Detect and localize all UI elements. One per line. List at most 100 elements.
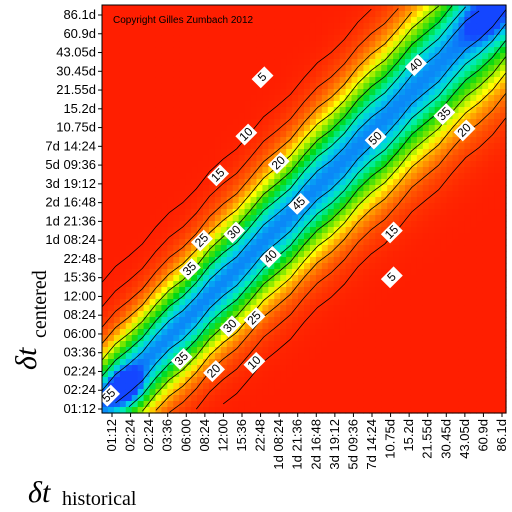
heatmap-cell [434, 83, 442, 90]
heatmap-cell [220, 83, 228, 90]
heatmap-cell [494, 341, 501, 348]
heatmap-cell [309, 77, 317, 84]
heatmap-cell [458, 197, 466, 204]
heatmap-cell [309, 233, 317, 240]
heatmap-cell [387, 107, 394, 114]
contour-label-bg [380, 221, 403, 244]
heatmap-cell [458, 119, 466, 126]
heatmap-cell [309, 251, 317, 258]
heatmap-cell [131, 5, 139, 12]
heatmap-cell [220, 317, 228, 324]
heatmap-cell [345, 47, 353, 54]
heatmap-cell [125, 257, 133, 264]
heatmap-cell [119, 65, 127, 72]
heatmap-cell [262, 35, 269, 42]
heatmap-cell [238, 77, 246, 84]
heatmap-cell [363, 401, 370, 408]
heatmap-cell [197, 71, 204, 78]
heatmap-cell [155, 215, 163, 222]
heatmap-cell [452, 215, 460, 222]
heatmap-cell [167, 215, 174, 222]
heatmap-cell [339, 203, 347, 210]
heatmap-cell [309, 329, 317, 336]
heatmap-cell [137, 299, 145, 306]
heatmap-cell [131, 269, 139, 276]
heatmap-cell [440, 347, 448, 354]
heatmap-cell [155, 173, 163, 180]
heatmap-cell [339, 233, 347, 240]
heatmap-cell [351, 83, 359, 90]
heatmap-cell [161, 347, 168, 354]
heatmap-cell [143, 341, 151, 348]
heatmap-cell [256, 245, 264, 252]
heatmap-cell [369, 371, 376, 378]
heatmap-cell [345, 149, 353, 156]
heatmap-cell [149, 143, 157, 150]
heatmap-cell [155, 149, 163, 156]
heatmap-cell [309, 353, 317, 360]
heatmap-cell [238, 47, 246, 54]
heatmap-cell [446, 23, 454, 30]
heatmap-cell [304, 191, 311, 198]
heatmap-cell [214, 407, 222, 414]
heatmap-cell [500, 11, 507, 18]
heatmap-cell [428, 209, 436, 216]
heatmap-cell [375, 335, 382, 342]
heatmap-cell [149, 371, 157, 378]
heatmap-cell [173, 401, 180, 408]
heatmap-cell [197, 179, 204, 186]
heatmap-cell [500, 155, 507, 162]
heatmap-cell [452, 311, 460, 318]
heatmap-cell [345, 89, 353, 96]
heatmap-cell [470, 347, 477, 354]
heatmap-cell [422, 251, 430, 258]
heatmap-cell [309, 11, 317, 18]
heatmap-cell [197, 395, 204, 402]
heatmap-cell [197, 125, 204, 132]
heatmap-cell [262, 227, 269, 234]
heatmap-cell [125, 143, 133, 150]
heatmap-cell [179, 77, 186, 84]
heatmap-cell [113, 287, 121, 294]
heatmap-cell [280, 125, 287, 132]
heatmap-cell [125, 317, 133, 324]
heatmap-cell [286, 281, 293, 288]
heatmap-cell [339, 95, 347, 102]
heatmap-cell [185, 251, 192, 258]
heatmap-cell [125, 239, 133, 246]
heatmap-cell [464, 407, 471, 414]
heatmap-cell [274, 191, 281, 198]
heatmap-cell [262, 107, 269, 114]
heatmap-cell [244, 149, 252, 156]
heatmap-cell [191, 347, 198, 354]
heatmap-cell [304, 59, 311, 66]
heatmap-cell [500, 131, 507, 138]
heatmap-cell [440, 323, 448, 330]
heatmap-cell [119, 95, 127, 102]
heatmap-cell [458, 71, 466, 78]
heatmap-cell [410, 203, 418, 210]
heatmap-cell [226, 203, 234, 210]
contour-label-bg [287, 192, 310, 215]
heatmap-cell [476, 239, 483, 246]
heatmap-cell [345, 41, 353, 48]
heatmap-cell [286, 245, 293, 252]
heatmap-cell [214, 101, 222, 108]
heatmap-cell [434, 257, 442, 264]
heatmap-cell [256, 191, 264, 198]
heatmap-cell [452, 11, 460, 18]
heatmap-cell [226, 53, 234, 60]
heatmap-cell [173, 155, 180, 162]
heatmap-cell [416, 377, 424, 384]
heatmap-cell [185, 161, 192, 168]
heatmap-cell [339, 17, 347, 24]
heatmap-cell [321, 371, 329, 378]
heatmap-cell [280, 329, 287, 336]
heatmap-cell [405, 341, 412, 348]
heatmap-cell [393, 101, 400, 108]
heatmap-cell [351, 95, 359, 102]
heatmap-cell [274, 137, 281, 144]
heatmap-cell [428, 35, 436, 42]
heatmap-cell [292, 113, 299, 120]
heatmap-cell [393, 371, 400, 378]
